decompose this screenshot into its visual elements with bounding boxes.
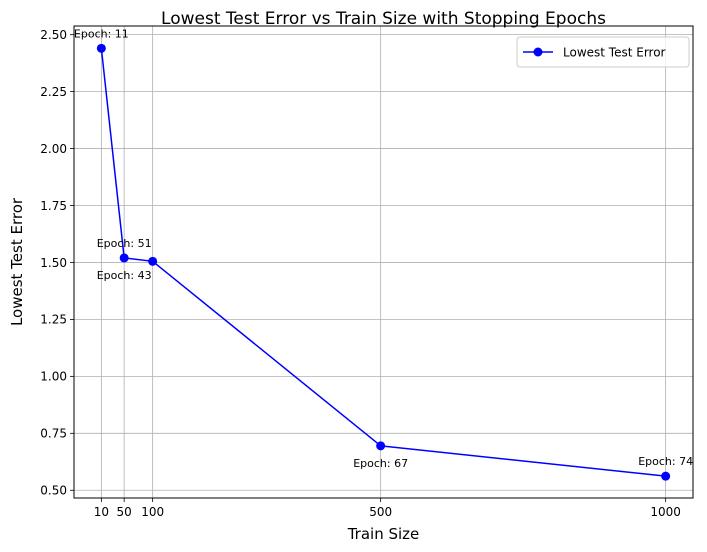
epoch-annotation: Epoch: 67 (353, 457, 408, 470)
y-tick-label: 1.50 (40, 256, 67, 270)
x-axis-label: Train Size (347, 525, 420, 543)
epoch-annotation: Epoch: 43 (97, 269, 152, 282)
data-point (661, 471, 671, 481)
y-tick-label: 1.75 (40, 199, 67, 213)
legend-marker-swatch (533, 47, 543, 57)
y-tick-label: 2.25 (40, 85, 67, 99)
x-tick-label: 10 (94, 505, 109, 519)
plot-area-frame (73, 25, 694, 499)
x-tick-label: 1000 (650, 505, 681, 519)
data-point (96, 43, 106, 53)
grid-lines (74, 26, 693, 498)
legend-label: Lowest Test Error (563, 46, 666, 60)
data-series (96, 43, 671, 481)
y-tick-label: 1.25 (40, 313, 67, 327)
axis-ticks: 10 50 100 500 1000 0.50 0.75 1.00 1.25 1.50 1.75 2.… (40, 28, 681, 519)
x-tick-label: 50 (117, 505, 132, 519)
y-tick-label: 2.50 (40, 28, 67, 42)
chart-title: Lowest Test Error vs Train Size with Sto… (161, 9, 606, 29)
data-point (148, 256, 158, 266)
x-tick-label: 100 (141, 505, 164, 519)
x-tick-label: 500 (369, 505, 392, 519)
epoch-annotation: Epoch: 74 (638, 455, 693, 468)
y-axis-label: Lowest Test Error (8, 197, 26, 326)
legend: Lowest Test Error (516, 36, 690, 68)
data-point (376, 441, 386, 451)
legend-box (516, 36, 690, 68)
y-tick-label: 2.00 (40, 142, 67, 156)
data-point (119, 253, 129, 263)
annotations: Epoch: 11 Epoch: 43 Epoch: 51 Epoch: 67 Epoc… (74, 27, 693, 470)
y-tick-label: 1.00 (40, 370, 67, 384)
y-tick-label: 0.50 (40, 484, 67, 498)
y-tick-label: 0.75 (40, 427, 67, 441)
epoch-annotation: Epoch: 51 (97, 237, 152, 250)
epoch-annotation: Epoch: 11 (74, 27, 129, 40)
